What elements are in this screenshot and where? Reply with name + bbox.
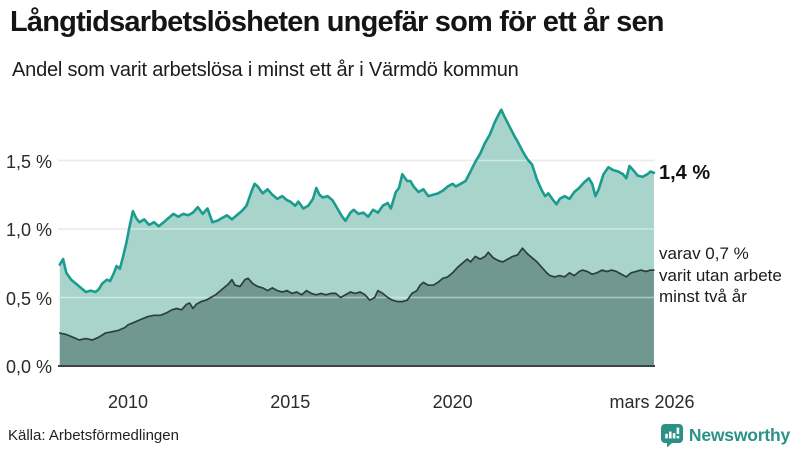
page-title: Långtidsarbetslösheten ungefär som för e… — [10, 6, 665, 38]
source-note: Källa: Arbetsförmedlingen — [8, 427, 179, 444]
latest-value-label: 1,4 % — [659, 162, 711, 184]
page-subtitle: Andel som varit arbetslösa i minst ett å… — [12, 59, 519, 81]
subseries-annotation-line1: varav 0,7 % — [659, 244, 749, 263]
bar-chart-bubble-icon — [660, 424, 683, 447]
x-tick-label-2015: 2015 — [270, 392, 311, 412]
y-tick-label-00: 0,0 % — [5, 357, 52, 377]
x-tick-label-2020: 2020 — [432, 392, 473, 412]
x-tick-label-mars-2026: mars 2026 — [609, 392, 695, 412]
brand-name: Newsworthy — [688, 425, 790, 445]
y-tick-label-15: 1,5 % — [5, 151, 52, 172]
y-tick-label-05: 0,5 % — [5, 288, 52, 309]
subseries-annotation-line2: varit utan arbete — [659, 265, 782, 285]
newsworthy-logo[interactable]: Newsworthy — [660, 424, 790, 447]
subseries-annotation-line3: minst två år — [659, 287, 747, 306]
x-tick-label-2010: 2010 — [107, 392, 149, 412]
y-tick-label-10: 1,0 % — [5, 220, 52, 240]
